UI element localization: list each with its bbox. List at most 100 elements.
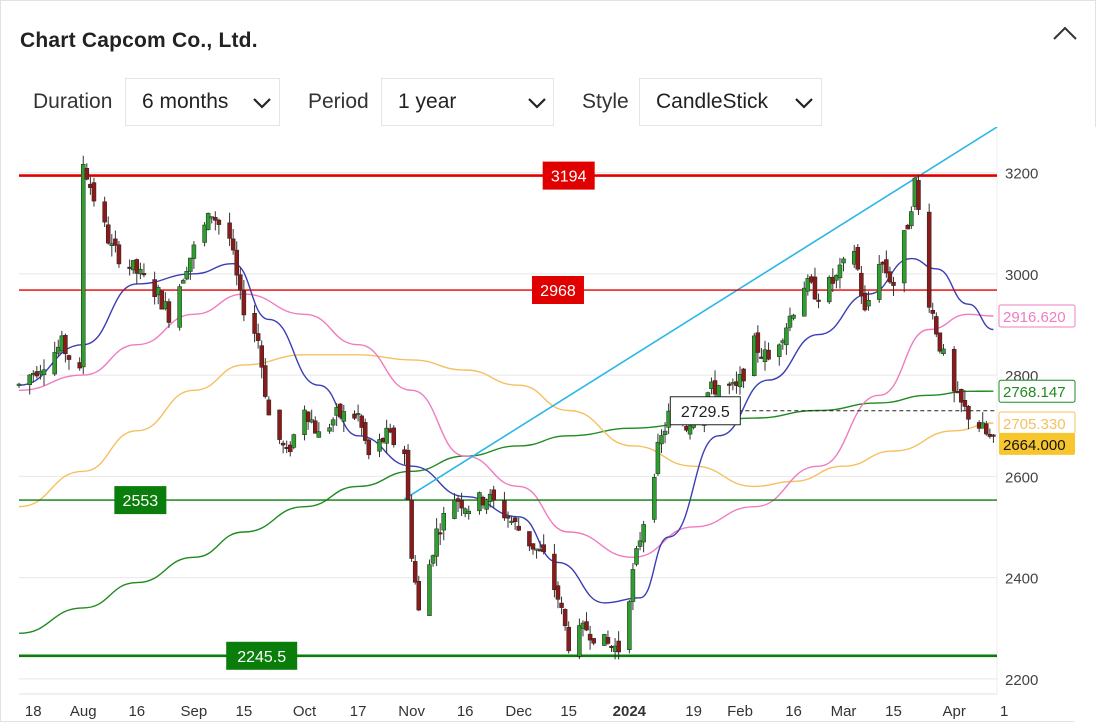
series-value-box [998,304,1076,328]
candle-up [777,344,782,357]
x-tick-label: 15 [885,703,902,720]
candle-down [105,224,111,244]
candle-up [202,224,207,243]
series-value-label: 2916.620 [1003,309,1066,326]
candle-down [541,544,546,553]
candle-up [188,257,193,272]
candle-down [552,553,557,591]
candle-up [377,439,382,452]
series-value-box [998,379,1076,403]
y-tick-label: 2400 [1005,571,1038,588]
chevron-up-icon [1053,26,1077,40]
x-tick-label: 18 [25,703,42,720]
x-tick-label: 16 [457,703,474,720]
level-label: 2968 [540,283,576,300]
chevron-down-icon [528,98,546,109]
x-tick-label: Feb [727,703,753,720]
candle-down [951,348,957,392]
candle-up [180,280,186,284]
duration-select[interactable]: 6 months [125,78,280,126]
candle-up [327,427,332,432]
candle-up [805,278,811,292]
candle-down [591,638,596,644]
candle-up [430,555,436,564]
level-label: 2553 [123,493,159,510]
candle-up [191,244,197,259]
candle-down [277,409,282,440]
level-label-box [114,486,167,515]
candle-up [205,213,211,230]
level-label: 3194 [551,169,587,186]
candle-down [859,272,864,297]
candle-up [662,430,668,436]
candle-down [766,349,771,360]
candle-up [837,264,843,279]
x-tick-label: 19 [685,703,702,720]
candle-up [355,413,361,416]
candle-down [63,335,68,355]
collapse-button[interactable] [1051,21,1079,45]
candle-up [901,230,907,284]
candle-up [177,286,182,328]
candle-down [437,532,443,535]
candle-down [313,420,318,434]
candle-down [934,316,939,335]
candle-up [452,499,457,519]
candle-down [266,399,272,416]
ma-mid-line [18,293,994,559]
candle-up [787,315,793,328]
candle-up [634,548,639,565]
candle-down [727,383,732,386]
candle-up [291,434,297,448]
candle-down [102,201,107,223]
x-tick-label: 16 [785,703,802,720]
style-value: CandleStick [656,90,769,113]
level-label-box [531,276,584,305]
candle-down [991,434,996,437]
series-value-label: 2705.330 [1003,416,1066,433]
crosshair-label: 2729.5 [681,404,730,421]
candle-down [337,403,343,418]
candle-up [641,524,646,543]
style-label: Style [582,90,629,113]
candle-down [527,531,532,547]
style-select[interactable]: CandleStick [639,78,822,126]
crosshair-label-box [669,396,741,426]
candle-up [866,300,871,307]
x-tick-label: Nov [398,703,425,720]
candle-down [984,423,989,435]
candle-up [80,163,86,368]
candle-down [141,273,147,276]
candle-down [926,211,932,308]
candle-down [366,439,372,456]
candle-down [409,499,414,559]
candle-up [441,512,447,531]
candle-down [159,290,165,310]
candle-up [659,435,664,445]
candle-down [459,500,464,509]
candle-down [216,219,222,225]
candle-down [559,602,564,608]
period-value: 1 year [398,90,457,113]
x-tick-label: Dec [505,703,532,720]
candle-down [66,355,72,360]
period-select[interactable]: 1 year [381,78,554,126]
candle-up [316,431,322,438]
candle-up [484,499,489,510]
candle-down [937,332,943,352]
x-tick-label: 15 [236,703,253,720]
candle-up [841,258,846,264]
candle-down [887,271,893,283]
candle-up [466,510,471,514]
candle-down [259,345,264,368]
x-tick-label: 15 [560,703,577,720]
candle-down [755,332,761,353]
candle-down [584,621,589,631]
candle-up [52,352,57,375]
candle-up [627,601,632,650]
candle-up [27,374,32,385]
candle-down [905,224,911,230]
y-tick-label: 2600 [1005,469,1038,486]
candle-down [616,640,621,653]
